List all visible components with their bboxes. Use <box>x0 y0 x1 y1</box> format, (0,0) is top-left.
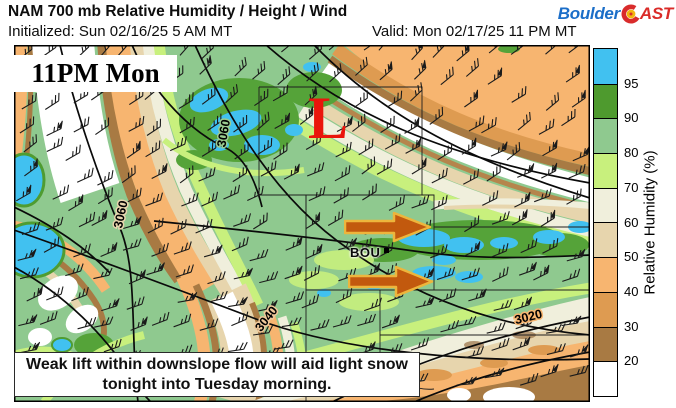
colorbar-segment <box>594 257 617 292</box>
colorbar-tick-label: 95 <box>624 75 639 91</box>
forecast-map: 3060 3060 3040 3020 <box>14 45 590 402</box>
station-label: BOU <box>350 245 381 260</box>
colorbar-tick-label: 50 <box>624 249 639 265</box>
contour-label-3060-center: 3060 <box>214 118 233 148</box>
colorbar-tick-label: 80 <box>624 145 639 161</box>
timestamp-label: 11PM Mon <box>31 58 160 88</box>
colorbar-title: Relative Humidity (%) <box>641 150 659 295</box>
colorbar-tick-label: 60 <box>624 214 639 230</box>
page-title: NAM 700 mb Relative Humidity / Height / … <box>8 3 348 20</box>
contour-labels: 3060 3060 3040 3020 <box>110 117 545 336</box>
colorbar-segment <box>594 49 617 84</box>
colorbar-segment <box>594 118 617 154</box>
bouldercast-logo: Boulder AST <box>558 4 673 24</box>
logo-text-boulder: Boulder <box>557 4 620 23</box>
colorado-c-icon <box>621 4 641 24</box>
colorbar-tick-label: 90 <box>624 110 639 126</box>
humidity-colorbar: Relative Humidity (%) 95 90 80 70 60 50 40 30 20 <box>593 48 676 397</box>
map-canvas: 3060 3060 3040 3020 <box>14 45 590 402</box>
colorbar-segment <box>594 187 617 223</box>
colorbar-segment <box>594 83 617 119</box>
colorbar-segment <box>594 222 617 258</box>
colorbar-segment <box>594 153 617 188</box>
colorbar-segments <box>593 48 618 397</box>
wind-barbs <box>16 45 590 387</box>
flow-arrow-north <box>344 211 432 243</box>
colorbar-tick-label: 30 <box>624 318 639 334</box>
colorbar-segment <box>594 291 617 327</box>
forecast-annotation-box: Weak lift within downslope flow will aid… <box>14 352 420 397</box>
colorbar-tick-label: 40 <box>624 283 639 299</box>
colorbar-segment <box>594 326 617 362</box>
low-pressure-marker: L <box>308 85 349 151</box>
colorbar-tick-label: 20 <box>624 353 639 369</box>
forecast-annotation-text: Weak lift within downslope flow will aid… <box>26 355 408 393</box>
initialized-time: Initialized: Sun 02/16/25 5 AM MT <box>8 23 233 40</box>
station-marker-bou: BOU <box>350 245 390 260</box>
colorbar-segment <box>594 361 617 396</box>
timestamp-box: 11PM Mon <box>14 55 177 92</box>
station-dot <box>384 248 390 253</box>
logo-text-ast: AST <box>639 4 673 23</box>
colorbar-tick-label: 70 <box>624 179 639 195</box>
flow-arrow-south <box>348 265 434 298</box>
valid-time: Valid: Mon 02/17/25 11 PM MT <box>372 23 577 40</box>
